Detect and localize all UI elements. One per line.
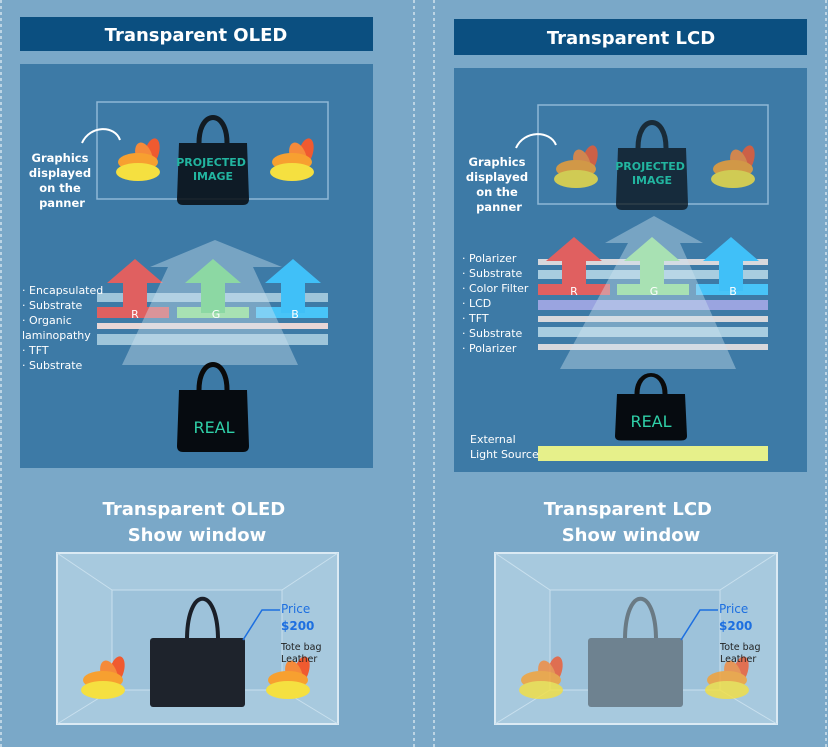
tote-bag-handle [623,596,658,641]
lcd-title-bar [454,19,807,55]
price-value: $200 [281,619,314,633]
rgb-label-g: G [650,285,659,298]
rgb-label-r: R [570,285,578,298]
lcd-layer-list: · Polarizer · Substrate · Color Filter ·… [462,252,529,355]
layer-strip [97,323,328,329]
product-description: Tote bag Leather [719,642,764,665]
layer-label: · Encapsulated [22,284,103,297]
price-callout-line [242,609,280,641]
lcd-show-window [494,552,778,725]
curved-arrow-icon [81,128,121,144]
oled-title-bar [20,17,373,51]
layer-label: laminopathy [22,329,91,342]
real-label: REAL [193,418,234,437]
light-source-label: External Light Source [470,433,539,461]
oled-show-window-title: Transparent OLED Show window [103,499,292,546]
layer-label: · Substrate [22,299,83,312]
layer-label: · Substrate [22,359,83,372]
layer-label: · LCD [462,297,491,310]
layer-label: · Polarizer [462,252,517,265]
lcd-section: Transparent LCD Graphics displayed on th… [454,19,807,725]
layer-label: · Substrate [462,327,523,340]
layer-label: · TFT [22,344,49,357]
rgb-label-r: R [131,308,139,321]
layer-label: · Polarizer [462,342,517,355]
price-label: Price [719,602,748,616]
layer-label: · Organic [22,314,72,327]
oled-title: Transparent OLED [105,25,288,46]
oled-section: Transparent OLED Graphics displayed on t… [20,17,373,725]
oled-layer-list: · Encapsulated · Substrate · Organic lam… [22,284,103,372]
lcd-title: Transparent LCD [547,28,715,49]
layer-strip [97,334,328,345]
tote-bag-image [150,638,245,707]
product-description: Tote bag Leather [280,642,325,665]
real-label: REAL [630,412,671,431]
rgb-label-b: B [291,308,299,321]
price-callout-line [680,609,718,641]
layer-strip [538,316,768,322]
graphics-label: Graphics displayed on the panner [29,151,95,210]
rgb-label-b: B [729,285,737,298]
light-path [122,240,298,365]
layer-strip [538,300,768,310]
layer-strip [538,327,768,337]
price-label: Price [281,602,310,616]
layer-label: · TFT [462,312,489,325]
tote-bag-handle [185,596,220,641]
layer-label: · Color Filter [462,282,529,295]
rgb-label-g: G [212,308,221,321]
layer-label: · Substrate [462,267,523,280]
graphics-label: Graphics displayed on the panner [466,155,532,214]
tote-bag-image [588,638,683,707]
oled-show-window [56,552,339,725]
lcd-show-window-title: Transparent LCD Show window [544,499,719,546]
layer-strip [538,344,768,350]
price-value: $200 [719,619,752,633]
projected-label: PROJECTED IMAGE [615,160,689,187]
external-light-source [538,446,768,461]
light-path [560,216,736,369]
curved-arrow-icon [515,133,557,149]
projected-label: PROJECTED IMAGE [176,156,250,183]
